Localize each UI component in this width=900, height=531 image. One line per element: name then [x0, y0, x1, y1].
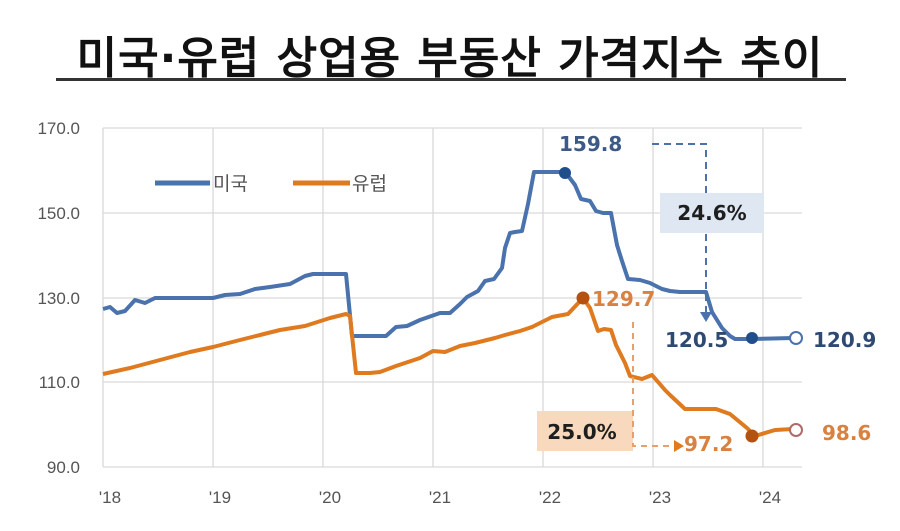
x-tick: '20 — [319, 488, 341, 507]
y-tick: 170.0 — [37, 119, 80, 138]
x-tick: '22 — [539, 488, 561, 507]
title-underline — [56, 78, 846, 81]
us-trough-marker — [746, 332, 758, 344]
y-tick: 110.0 — [39, 373, 80, 392]
us-peak-label: 159.8 — [559, 132, 622, 156]
y-tick: 90.0 — [47, 458, 80, 477]
legend: 미국 유럽 — [155, 173, 387, 195]
us-trough-label: 120.5 — [665, 328, 728, 352]
x-tick: '18 — [99, 488, 121, 507]
x-tick: '19 — [209, 488, 231, 507]
us-series-line — [102, 170, 794, 341]
us-latest-label: 120.9 — [813, 328, 876, 352]
x-tick: '21 — [429, 488, 451, 507]
us-decline-annotation: 24.6% 159.8 120.5 120.9 — [559, 132, 876, 352]
chart-title: 미국·유럽 상업용 부동산 가격지수 추이 — [76, 33, 824, 84]
us-latest-marker — [789, 331, 803, 345]
eu-latest-marker — [789, 423, 803, 437]
x-axis: '18 '19 '20 '21 '22 '23 '24 — [99, 488, 781, 507]
x-tick: '24 — [759, 488, 781, 507]
y-tick: 150.0 — [37, 204, 80, 223]
legend-eu-label: 유럽 — [352, 173, 387, 195]
eu-drop-label: 25.0% — [547, 420, 616, 444]
us-drop-label: 24.6% — [677, 201, 746, 225]
eu-trough-label: 97.2 — [684, 432, 733, 456]
legend-us-label: 미국 — [213, 173, 248, 195]
eu-drop-box — [537, 411, 633, 451]
us-drop-box — [660, 193, 764, 233]
eu-decline-annotation: 25.0% 129.7 97.2 98.6 — [537, 287, 871, 456]
us-peak-marker — [559, 167, 571, 179]
eu-peak-marker — [576, 291, 590, 305]
eu-series-line — [102, 296, 794, 438]
eu-peak-label: 129.7 — [592, 287, 655, 311]
x-tick: '23 — [649, 488, 671, 507]
eu-trough-marker — [745, 429, 759, 443]
y-tick: 130.0 — [37, 289, 80, 308]
eu-latest-label: 98.6 — [822, 421, 871, 445]
y-axis: 170.0 150.0 130.0 110.0 90.0 — [37, 119, 80, 477]
